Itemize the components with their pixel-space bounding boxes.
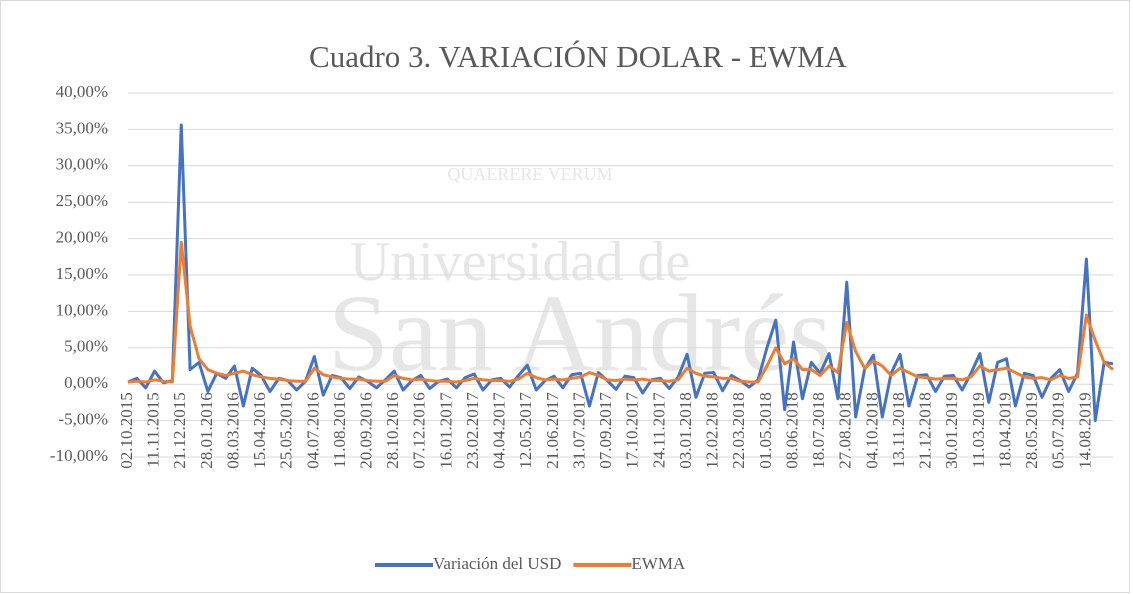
x-tick-label: 12.05.2017 xyxy=(516,392,535,469)
x-tick-label: 04.07.2016 xyxy=(303,392,322,469)
data-line xyxy=(127,123,1114,423)
x-tick-label: 21.12.2018 xyxy=(916,392,935,469)
watermark-motto: QUAERERE VERUM xyxy=(447,164,612,184)
x-tick-label: 04.04.2017 xyxy=(490,392,509,469)
x-tick-label: 17.10.2017 xyxy=(623,392,642,469)
y-tick-label: 5,00% xyxy=(64,337,108,356)
x-tick-label: 24.11.2017 xyxy=(649,392,668,468)
x-tick-label: 27.08.2018 xyxy=(836,392,855,469)
x-tick-label: 16.01.2017 xyxy=(436,392,455,469)
x-tick-label: 01.05.2018 xyxy=(756,392,775,469)
legend-label: EWMA xyxy=(631,554,686,573)
x-tick-label: 21.12.2015 xyxy=(170,392,189,469)
x-tick-label: 08.06.2018 xyxy=(782,392,801,469)
x-tick-label: 04.10.2018 xyxy=(862,392,881,469)
x-tick-label: 11.11.2015 xyxy=(144,392,163,467)
x-tick-label: 25.05.2016 xyxy=(277,392,296,469)
x-tick-label: 31.07.2017 xyxy=(569,392,588,469)
y-tick-label: 40,00% xyxy=(56,82,108,101)
x-tick-label: 21.06.2017 xyxy=(543,392,562,469)
x-tick-label: 05.07.2019 xyxy=(1049,392,1068,469)
y-tick-label: 35,00% xyxy=(56,118,108,137)
watermark-text: Universidad de xyxy=(350,231,691,293)
x-tick-label: 28.10.2016 xyxy=(383,392,402,469)
y-tick-label: 25,00% xyxy=(56,191,108,210)
chart-title: Cuadro 3. VARIACIÓN DOLAR - EWMA xyxy=(309,39,847,74)
x-tick-label: 23.02.2017 xyxy=(463,392,482,469)
x-tick-label: 07.12.2016 xyxy=(410,392,429,469)
x-tick-label: 13.11.2018 xyxy=(889,392,908,468)
x-tick-label: 11.08.2016 xyxy=(330,392,349,468)
x-tick-label: 07.09.2017 xyxy=(596,392,615,469)
legend-label: Variación del USD xyxy=(433,554,561,573)
y-tick-label: -5,00% xyxy=(58,410,108,429)
x-tick-label: 30.01.2019 xyxy=(942,392,961,469)
y-tick-label: -10,00% xyxy=(50,446,108,465)
x-tick-label: 22.03.2018 xyxy=(729,392,748,469)
x-tick-label: 18.07.2018 xyxy=(809,392,828,469)
x-tick-label: 11.03.2019 xyxy=(969,392,988,468)
y-tick-label: 15,00% xyxy=(56,264,108,283)
x-tick-label: 08.03.2016 xyxy=(223,392,242,469)
x-tick-label: 28.01.2016 xyxy=(197,392,216,469)
x-tick-label: 20.09.2016 xyxy=(357,392,376,469)
x-tick-label: 15.04.2016 xyxy=(250,392,269,469)
x-tick-label: 12.02.2018 xyxy=(703,392,722,469)
x-tick-label: 14.08.2019 xyxy=(1075,392,1094,469)
y-tick-label: 20,00% xyxy=(56,228,108,247)
y-tick-label: 0,00% xyxy=(64,373,108,392)
data-line xyxy=(127,240,1114,384)
y-tick-label: 30,00% xyxy=(56,155,108,174)
x-tick-label: 03.01.2018 xyxy=(676,392,695,469)
x-tick-label: 28.05.2019 xyxy=(1022,392,1041,469)
y-tick-label: 10,00% xyxy=(56,300,108,319)
x-tick-label: 18.04.2019 xyxy=(995,392,1014,469)
x-tick-label: 02.10.2015 xyxy=(117,392,136,469)
